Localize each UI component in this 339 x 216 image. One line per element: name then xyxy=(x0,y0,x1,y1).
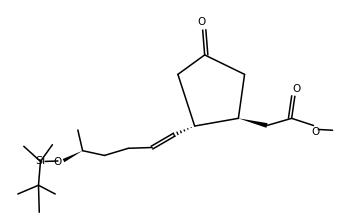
Text: O: O xyxy=(311,127,319,137)
Text: O: O xyxy=(53,157,61,167)
Polygon shape xyxy=(63,151,83,162)
Text: O: O xyxy=(292,84,301,94)
Text: O: O xyxy=(198,17,206,27)
Text: Si: Si xyxy=(35,156,46,166)
Polygon shape xyxy=(238,118,267,128)
